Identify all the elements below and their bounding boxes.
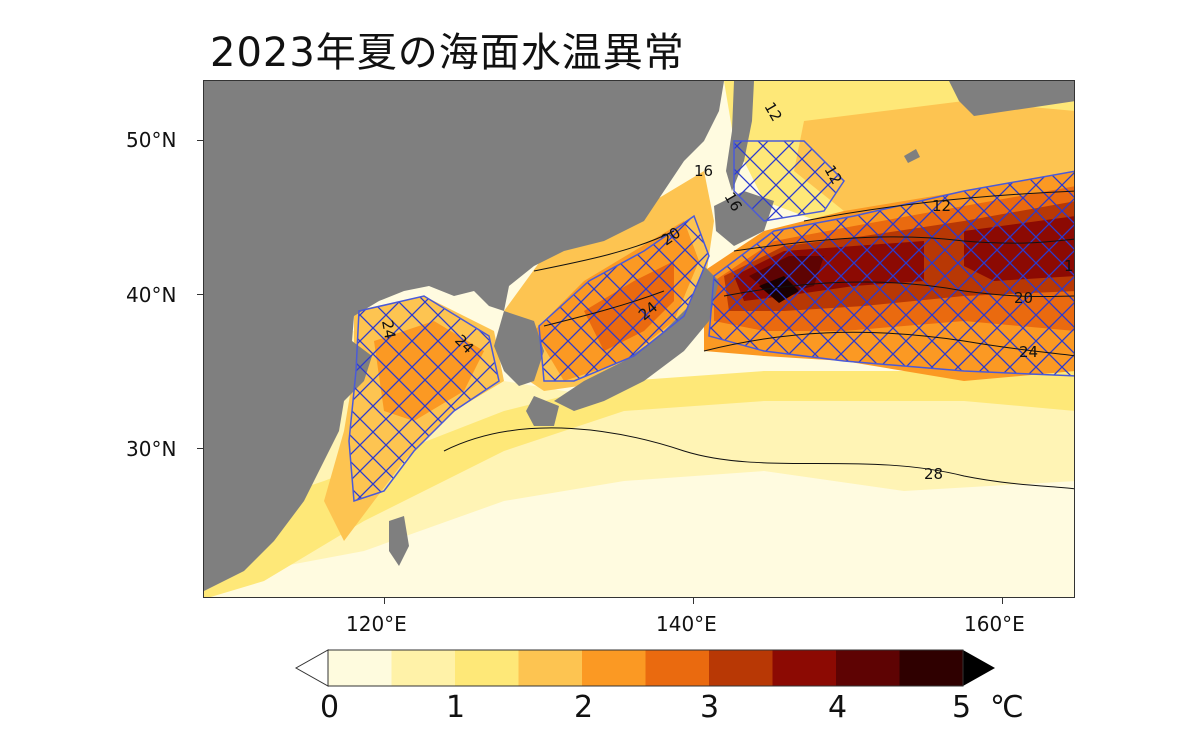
contour-line-12 bbox=[803, 190, 1074, 222]
colorbar-label-4: 4 bbox=[828, 690, 848, 725]
sst-anomaly-map: 12 16 16 12 12 20 24 20 24 24 24 28 1 bbox=[203, 80, 1075, 598]
land-sakhalin bbox=[726, 81, 754, 191]
colorbar-unit: ℃ bbox=[990, 690, 1024, 725]
colorbar-svg bbox=[294, 649, 995, 687]
colorbar-segment bbox=[455, 650, 519, 686]
land-kyushu bbox=[526, 396, 559, 426]
significance-hatch-kuroshio bbox=[708, 170, 1074, 377]
x-tick-label-120e: 120°E bbox=[346, 612, 407, 636]
land-kamchatka bbox=[949, 81, 1074, 116]
colorbar-segment bbox=[709, 650, 773, 686]
x-tick-label-140e: 140°E bbox=[656, 612, 717, 636]
contour-label: 1 bbox=[1064, 257, 1074, 275]
x-tick-label-160e: 160°E bbox=[964, 612, 1025, 636]
colorbar-segment bbox=[645, 650, 710, 686]
colorbar-segment bbox=[328, 650, 392, 686]
y-tick-label-40n: 40°N bbox=[126, 283, 177, 307]
significance-hatch-ecs bbox=[348, 295, 500, 503]
significance-hatch-sea-of-japan bbox=[538, 214, 710, 382]
contour-line-24 bbox=[703, 331, 1074, 357]
y-tick-mark bbox=[197, 448, 203, 449]
colorbar-segment bbox=[518, 650, 583, 686]
colorbar-over-arrow bbox=[963, 650, 995, 686]
contour-label: 24 bbox=[378, 319, 399, 341]
x-tick-mark bbox=[693, 598, 694, 604]
y-tick-label-50n: 50°N bbox=[126, 128, 177, 152]
y-tick-label-30n: 30°N bbox=[126, 437, 177, 461]
map-title: 2023年夏の海面水温異常 bbox=[210, 30, 685, 76]
x-tick-mark bbox=[1002, 598, 1003, 604]
land-kuril-1 bbox=[904, 149, 920, 163]
x-tick-mark bbox=[384, 598, 385, 604]
contour-line-28 bbox=[443, 427, 1074, 490]
land-taiwan bbox=[389, 516, 409, 566]
colorbar-segment bbox=[836, 650, 900, 686]
colorbar-segment bbox=[899, 650, 964, 686]
colorbar-label-5: 5 bbox=[952, 690, 972, 725]
contour-label: 28 bbox=[924, 465, 943, 483]
colorbar-label-0: 0 bbox=[320, 690, 340, 725]
colorbar-segment bbox=[582, 650, 646, 686]
contour-label: 16 bbox=[694, 162, 713, 180]
contour-label: 24 bbox=[1019, 343, 1038, 361]
significance-hatch-north bbox=[733, 140, 845, 222]
colorbar-under-arrow bbox=[294, 649, 329, 687]
colorbar-frame bbox=[327, 649, 964, 687]
y-tick-mark bbox=[197, 140, 203, 141]
y-tick-mark bbox=[197, 294, 203, 295]
colorbar-label-2: 2 bbox=[574, 690, 594, 725]
colorbar-label-3: 3 bbox=[700, 690, 720, 725]
contour-line-sea-20 bbox=[533, 230, 675, 272]
colorbar-label-1: 1 bbox=[446, 690, 466, 725]
contour-label: 20 bbox=[1014, 289, 1033, 307]
land-asia-mainland bbox=[204, 81, 724, 591]
contour-label: 12 bbox=[932, 197, 951, 215]
contour-line-sea-24 bbox=[543, 290, 665, 327]
contour-line-16 bbox=[733, 236, 1074, 252]
colorbar-segment bbox=[391, 650, 456, 686]
land-honshu bbox=[554, 266, 719, 411]
land-korea bbox=[494, 311, 544, 386]
colorbar-segment bbox=[772, 650, 837, 686]
colorbar bbox=[290, 648, 1000, 688]
contour-line-20 bbox=[723, 281, 1074, 298]
